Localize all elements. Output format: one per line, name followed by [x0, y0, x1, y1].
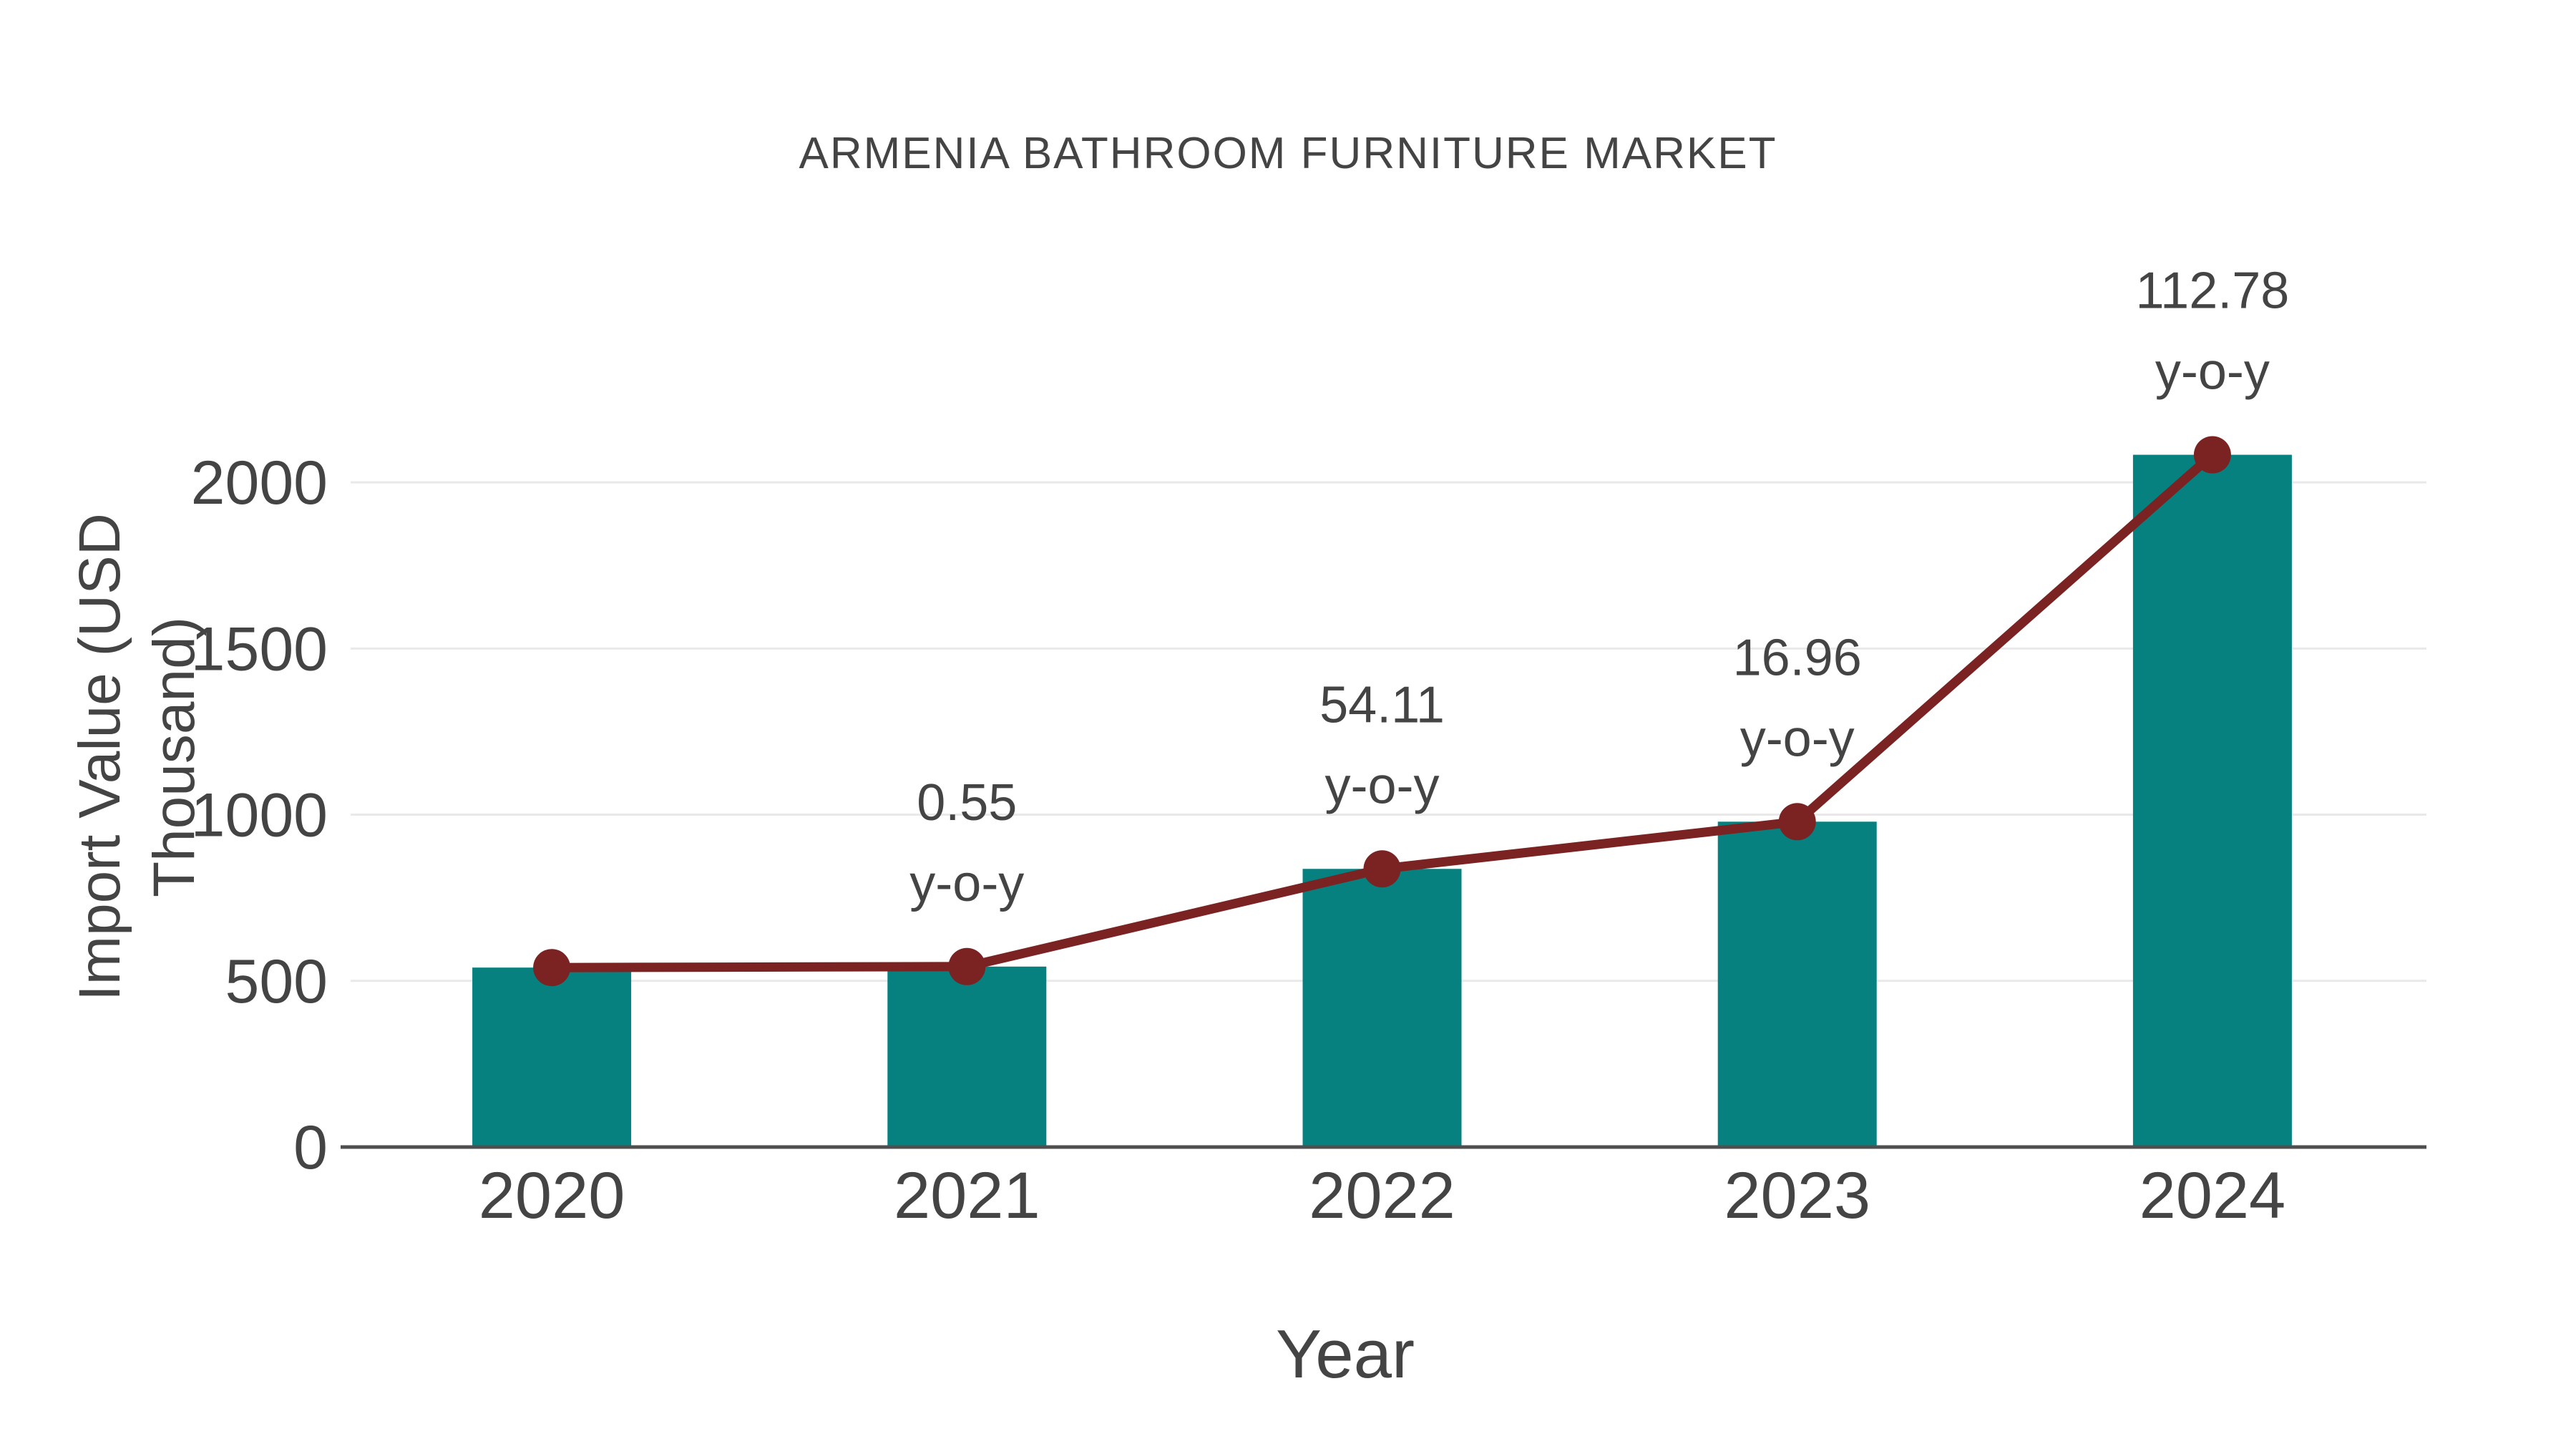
bar-2024 — [2132, 454, 2292, 1147]
trend-marker-2023 — [1778, 803, 1816, 841]
trend-marker-2021 — [948, 947, 986, 985]
y-tick-label-1000: 1000 — [191, 781, 328, 850]
bar-2023 — [1717, 821, 1877, 1147]
trend-marker-2020 — [533, 949, 571, 987]
x-tick-label-2021: 2021 — [894, 1159, 1040, 1232]
trend-marker-2022 — [1363, 850, 1401, 888]
x-tick-label-2020: 2020 — [479, 1159, 625, 1232]
y-tick-label-500: 500 — [225, 947, 328, 1016]
x-tick-label-2023: 2023 — [1724, 1159, 1870, 1232]
annotation-yoy-2021: y-o-y — [909, 855, 1024, 912]
x-axis-title: Year — [1276, 1316, 1415, 1392]
y-tick-label-2000: 2000 — [191, 449, 328, 517]
annotation-value-2023: 16.96 — [1733, 629, 1862, 686]
trend-marker-2024 — [2193, 436, 2231, 474]
annotation-value-2024: 112.78 — [2135, 263, 2289, 320]
y-tick-label-1500: 1500 — [191, 615, 328, 683]
annotation-yoy-2024: y-o-y — [2155, 343, 2270, 401]
annotation-value-2022: 54.11 — [1319, 676, 1445, 733]
annotation-yoy-2022: y-o-y — [1325, 757, 1440, 814]
x-tick-label-2024: 2024 — [2140, 1159, 2286, 1232]
chart-title: ARMENIA BATHROOM FURNITURE MARKET — [799, 129, 1777, 178]
x-tick-label-2022: 2022 — [1309, 1159, 1455, 1232]
bar-2020 — [472, 967, 632, 1147]
y-tick-label-0: 0 — [293, 1113, 328, 1182]
bar-2021 — [887, 966, 1047, 1147]
y-axis-title: Import Value (USD Thousand) — [67, 512, 207, 1002]
annotation-yoy-2023: y-o-y — [1740, 710, 1855, 767]
annotation-value-2021: 0.55 — [917, 774, 1017, 831]
bar-2022 — [1302, 869, 1462, 1147]
